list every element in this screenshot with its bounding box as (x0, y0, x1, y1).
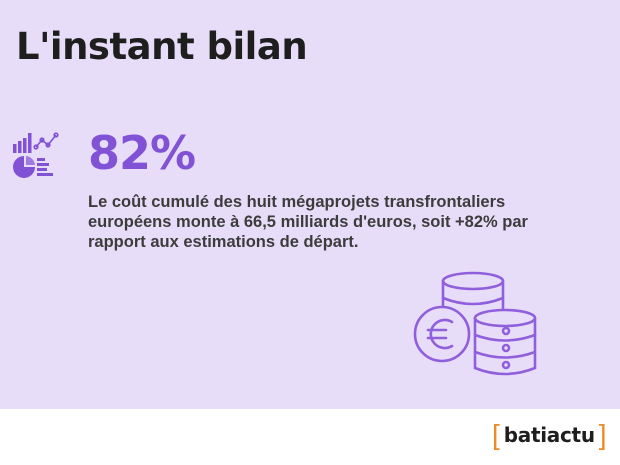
stat-description: Le coût cumulé des huit mégaprojets tran… (88, 193, 528, 251)
logo-close-bracket: ] (598, 419, 607, 450)
page-title: L'instant bilan (16, 25, 308, 68)
euro-coins-stack-icon (413, 271, 537, 376)
content-panel: L'instant bilan 82% Le coût cumulé des h… (0, 0, 620, 409)
logo-text: batiactu (503, 423, 595, 447)
batiactu-logo[interactable]: [ batiactu ] (492, 421, 607, 449)
chart-analytics-icon (13, 132, 59, 178)
logo-open-bracket: [ (492, 419, 500, 450)
stat-value: 82% (88, 126, 196, 180)
